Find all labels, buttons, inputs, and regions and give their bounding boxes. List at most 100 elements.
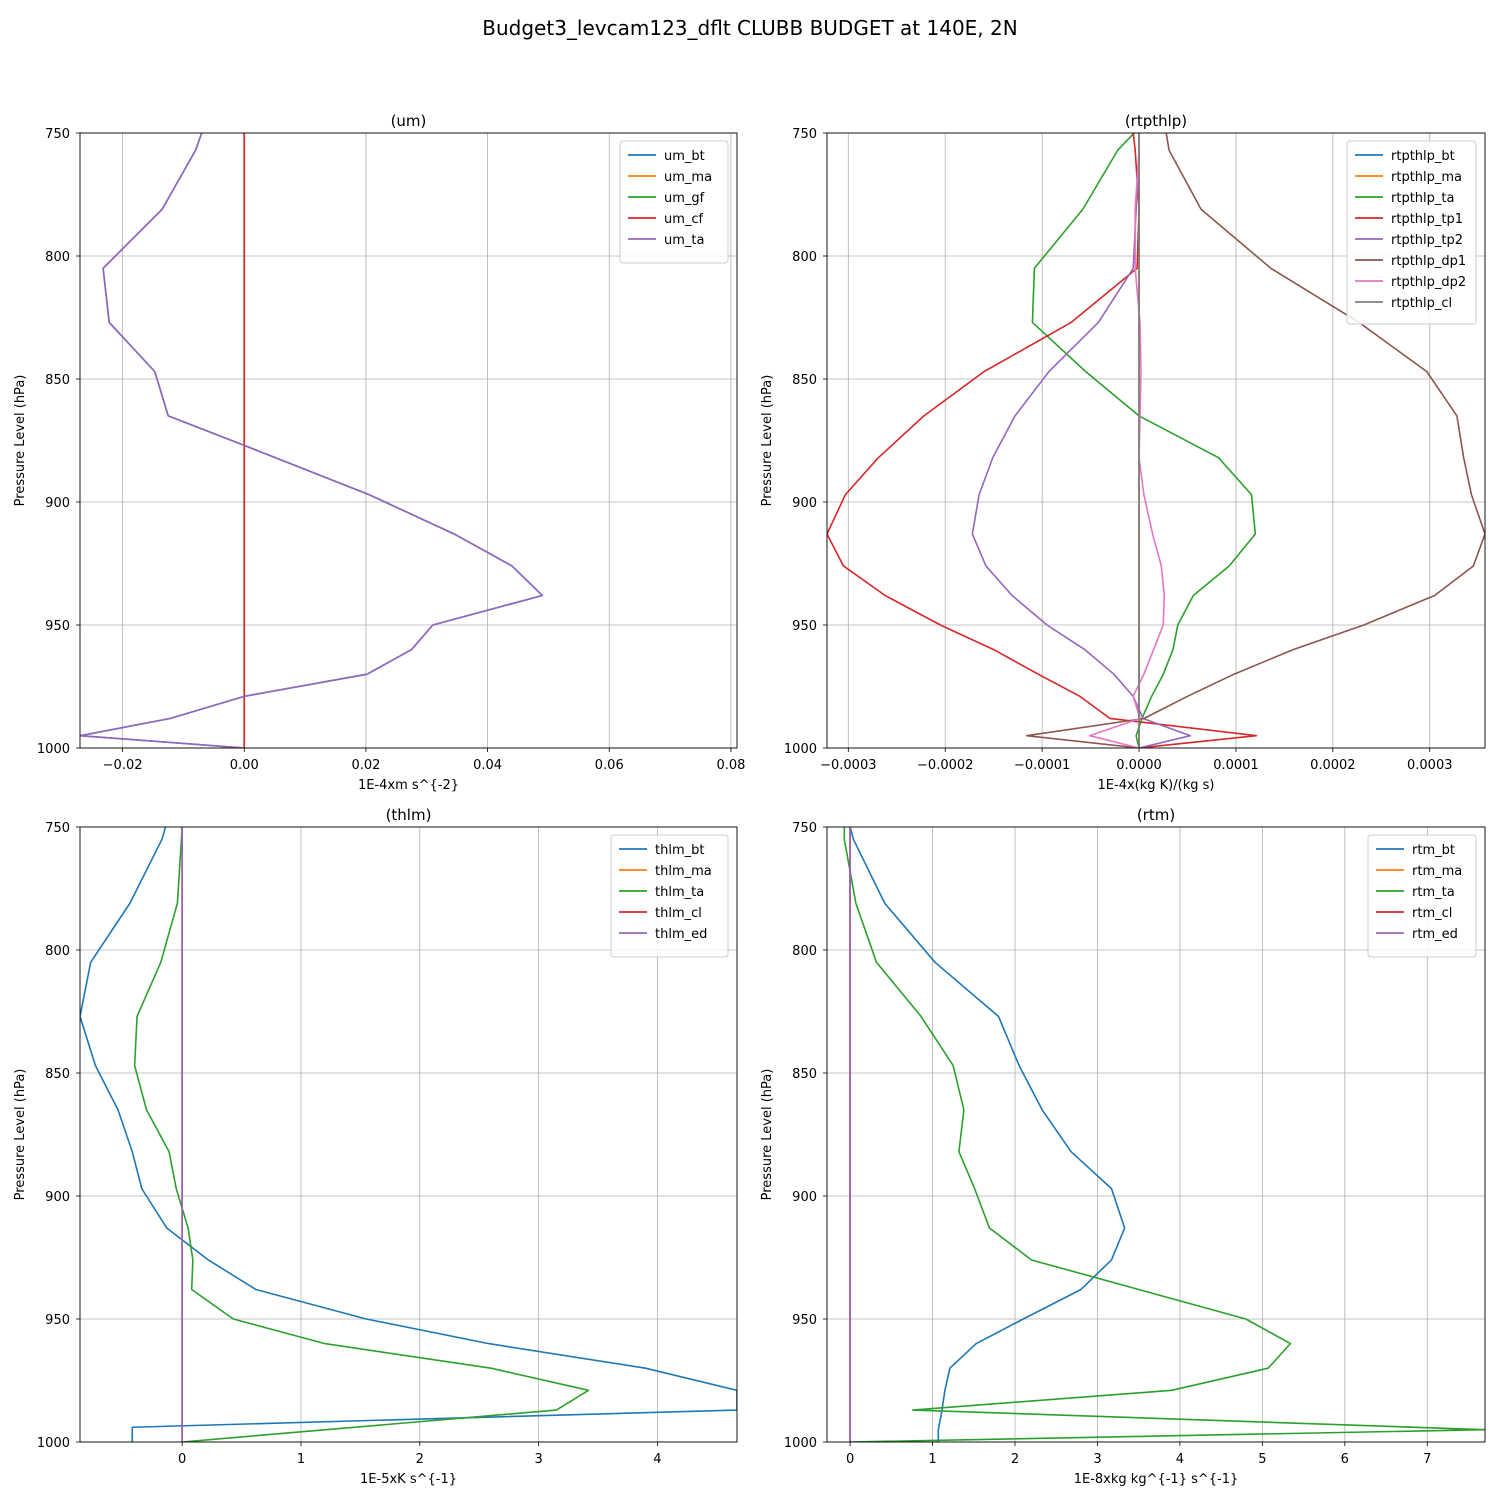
legend-label-rtm_ed: rtm_ed — [1412, 927, 1458, 942]
series-line-rtm_bt — [849, 827, 1126, 1442]
series-line-um_bt — [80, 133, 544, 748]
x-tick-label: 4 — [653, 1452, 661, 1467]
x-tick-label: 0 — [178, 1452, 186, 1467]
y-axis-label: Pressure Level (hPa) — [760, 1069, 775, 1201]
x-tick-label: −0.0002 — [917, 758, 973, 773]
legend-label-rtm_ma: rtm_ma — [1412, 864, 1462, 879]
plot-frame — [79, 826, 738, 1443]
legend-label-rtpthlp_cl: rtpthlp_cl — [1391, 296, 1452, 311]
series-line-um_ta — [80, 133, 544, 748]
legend-box — [610, 834, 729, 958]
series-line-thlm_bt — [80, 827, 737, 1442]
legend-label-um_ma: um_ma — [664, 170, 712, 185]
y-tick-label: 850 — [45, 1067, 70, 1082]
y-tick-label: 900 — [45, 1190, 70, 1205]
y-tick-label: 950 — [45, 619, 70, 634]
x-tick-label: 4 — [1176, 1452, 1184, 1467]
legend-label-um_ta: um_ta — [664, 233, 704, 248]
y-tick-label: 900 — [792, 496, 817, 511]
y-tick-label: 800 — [792, 250, 817, 265]
y-tick-label: 850 — [792, 373, 817, 388]
legend-label-rtpthlp_dp2: rtpthlp_dp2 — [1391, 275, 1466, 290]
legend-label-um_bt: um_bt — [664, 149, 705, 164]
x-axis-label: 1E-4xm s^{-2} — [358, 778, 459, 793]
x-axis-label: 1E-8xkg kg^{-1} s^{-1} — [1074, 1472, 1239, 1487]
legend-box — [1346, 140, 1477, 325]
series-group — [827, 133, 1485, 748]
y-tick-label: 950 — [792, 1313, 817, 1328]
x-tick-label: 0.08 — [716, 758, 745, 773]
x-tick-label: 0.0002 — [1310, 758, 1356, 773]
x-axis-label: 1E-4x(kg K)/(kg s) — [1098, 778, 1215, 793]
series-line-rtm_ta — [843, 827, 1485, 1442]
plot-frame — [826, 132, 1486, 749]
x-tick-label: 3 — [1093, 1452, 1101, 1467]
x-tick-label: 5 — [1258, 1452, 1266, 1467]
legend-label-rtpthlp_bt: rtpthlp_bt — [1391, 149, 1455, 164]
x-tick-label: −0.0003 — [820, 758, 876, 773]
chart-panel-2: 0 1 2 3 4 750 800 850 900 950 1000 1E-5xK s^{-1} Pre… — [13, 806, 738, 1487]
x-tick-label: 7 — [1423, 1452, 1431, 1467]
y-axis-label: Pressure Level (hPa) — [13, 1069, 28, 1201]
series-line-rtpthlp_ta — [1031, 133, 1257, 748]
legend-label-um_gf: um_gf — [664, 191, 705, 206]
panel-title: (rtpthlp) — [1125, 112, 1187, 130]
series-line-thlm_ta — [133, 827, 590, 1442]
legend-label-thlm_cl: thlm_cl — [655, 906, 702, 921]
series-group — [843, 827, 1485, 1442]
legend-box — [619, 140, 729, 264]
x-tick-label: 0 — [846, 1452, 854, 1467]
legend-label-rtpthlp_ta: rtpthlp_ta — [1391, 191, 1454, 206]
y-tick-label: 750 — [45, 127, 70, 142]
plot-frame — [79, 132, 738, 749]
legend-label-thlm_bt: thlm_bt — [655, 843, 704, 858]
legend-box — [1367, 834, 1477, 958]
y-tick-label: 1000 — [37, 1436, 70, 1451]
x-tick-label: 0.00 — [230, 758, 259, 773]
series-group — [80, 827, 737, 1442]
legend-label-rtpthlp_dp1: rtpthlp_dp1 — [1391, 254, 1466, 269]
legend: rtm_bt rtm_ma rtm_ta rtm_cl rtm_ed — [1367, 834, 1477, 958]
plot-frame — [826, 826, 1486, 1443]
y-axis-label: Pressure Level (hPa) — [760, 375, 775, 507]
legend-label-thlm_ma: thlm_ma — [655, 864, 712, 879]
chart-panel-3: 0 1 2 3 4 5 6 7 750 800 850 900 950 1000 1E-8xkg kg^{-… — [760, 806, 1486, 1487]
y-tick-label: 1000 — [784, 1436, 817, 1451]
legend-label-rtm_bt: rtm_bt — [1412, 843, 1455, 858]
x-tick-label: 0.04 — [473, 758, 502, 773]
y-tick-label: 800 — [792, 944, 817, 959]
y-tick-label: 1000 — [784, 742, 817, 757]
x-tick-label: 0.0003 — [1407, 758, 1453, 773]
panel-title: (thlm) — [386, 806, 432, 824]
x-tick-label: 0.0001 — [1213, 758, 1259, 773]
legend: um_bt um_ma um_gf um_cf um_ta — [619, 140, 729, 264]
y-tick-label: 800 — [45, 250, 70, 265]
x-tick-label: 0.06 — [595, 758, 624, 773]
legend-label-thlm_ta: thlm_ta — [655, 885, 704, 900]
y-tick-label: 750 — [792, 821, 817, 836]
y-tick-label: 900 — [45, 496, 70, 511]
x-axis-label: 1E-5xK s^{-1} — [360, 1472, 457, 1487]
y-axis-label: Pressure Level (hPa) — [13, 375, 28, 507]
series-group — [80, 133, 544, 748]
x-tick-label: −0.02 — [103, 758, 143, 773]
x-tick-label: 0.02 — [351, 758, 380, 773]
x-tick-label: 1 — [928, 1452, 936, 1467]
legend-label-um_cf: um_cf — [664, 212, 704, 227]
y-tick-label: 800 — [45, 944, 70, 959]
x-tick-label: −0.0001 — [1014, 758, 1070, 773]
y-tick-label: 750 — [792, 127, 817, 142]
y-tick-label: 950 — [45, 1313, 70, 1328]
chart-panel-1: −0.0003 −0.0002 −0.0001 0.0000 0.0001 0.0002 0… — [760, 112, 1486, 793]
legend-label-rtpthlp_tp1: rtpthlp_tp1 — [1391, 212, 1463, 227]
y-tick-label: 950 — [792, 619, 817, 634]
legend-label-rtpthlp_ma: rtpthlp_ma — [1391, 170, 1462, 185]
x-tick-label: 3 — [534, 1452, 542, 1467]
x-tick-label: 2 — [416, 1452, 424, 1467]
legend-label-thlm_ed: thlm_ed — [655, 927, 707, 942]
y-tick-label: 1000 — [37, 742, 70, 757]
legend-label-rtm_ta: rtm_ta — [1412, 885, 1455, 900]
x-tick-label: 2 — [1011, 1452, 1019, 1467]
series-line-rtpthlp_dp1 — [1025, 133, 1485, 748]
x-tick-label: 1 — [297, 1452, 305, 1467]
